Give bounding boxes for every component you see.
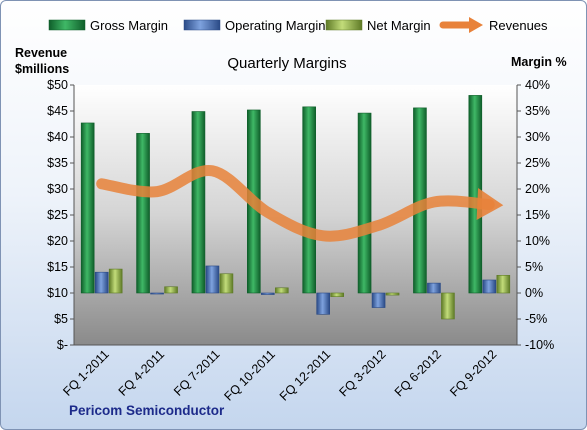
right-tick-label: 20%: [525, 182, 550, 196]
legend-swatch-gross-margin: [48, 19, 86, 31]
left-tick-label: $45: [47, 104, 68, 118]
operating-margin-bar: [482, 279, 497, 294]
legend-arrow-head: [469, 17, 483, 33]
left-tick-label: $20: [47, 234, 68, 248]
net-margin-bar: [385, 292, 400, 296]
x-tick-label: FQ 10-2011: [222, 347, 278, 403]
legend-label-operating-margin: Operating Margin: [225, 18, 325, 33]
right-tick-label: 15%: [525, 208, 550, 222]
net-margin-bar: [219, 273, 234, 294]
operating-margin-bar: [427, 282, 441, 294]
right-tick-label: 0%: [525, 286, 543, 300]
net-margin-bar: [330, 292, 344, 297]
net-margin-bar: [441, 292, 455, 320]
company-name: Pericom Semiconductor: [69, 403, 225, 418]
left-tick-label: $40: [47, 130, 68, 144]
x-tick-label: FQ 1-2011: [60, 347, 112, 399]
operating-margin-bar: [205, 265, 220, 294]
net-margin-bar: [164, 286, 178, 294]
gross-margin-bar: [136, 133, 150, 294]
x-tick-label: FQ 3-2012: [337, 347, 389, 399]
legend-swatch-net-margin: [325, 19, 363, 31]
operating-margin-bar: [316, 292, 330, 315]
left-tick-label: $-: [57, 338, 68, 352]
revenues-line: [96, 165, 495, 242]
bar-series: [80, 95, 511, 320]
left-tick-label: $15: [47, 260, 68, 274]
right-tick-label: 35%: [525, 104, 550, 118]
right-tick-label: 25%: [525, 156, 550, 170]
gross-margin-bar: [302, 106, 316, 294]
left-tick-label: $5: [54, 312, 68, 326]
operating-margin-bar: [94, 271, 109, 294]
left-tick-label: $35: [47, 156, 68, 170]
operating-margin-bar: [150, 292, 164, 295]
legend-label-revenues: Revenues: [489, 18, 548, 33]
right-tick-label: 40%: [525, 78, 550, 92]
x-tick-label: FQ 12-2011: [277, 347, 333, 403]
left-axis-ticks: $- $5 $10 $15 $20 $25 $30 $35 $40 $45 $50: [47, 78, 74, 352]
right-tick-label: 5%: [525, 260, 543, 274]
x-tick-label: FQ 4-2011: [116, 347, 168, 399]
x-tick-label: FQ 7-2011: [171, 347, 223, 399]
legend: Gross Margin Operating Margin Net Margin…: [48, 17, 548, 33]
chart-title: Quarterly Margins: [227, 55, 346, 72]
legend-label-net-margin: Net Margin: [367, 18, 431, 33]
net-margin-bar: [275, 287, 289, 294]
net-margin-bar: [108, 268, 123, 294]
gross-margin-bar: [357, 112, 372, 294]
left-tick-label: $10: [47, 286, 68, 300]
gross-margin-bar: [80, 122, 95, 294]
right-axis-ticks: -10% -5% 0% 5% 10% 15% 20% 25% 30% 35% 40%: [517, 78, 554, 352]
left-tick-label: $50: [47, 78, 68, 92]
x-tick-label: FQ 6-2012: [392, 347, 444, 399]
right-axis-title: Margin %: [511, 55, 567, 69]
right-tick-label: 10%: [525, 234, 550, 248]
operating-margin-bar: [261, 292, 275, 295]
x-tick-label: FQ 9-2012: [447, 347, 499, 399]
right-tick-label: -10%: [525, 338, 554, 352]
left-axis-title-line1: Revenue: [15, 46, 67, 60]
right-tick-label: -5%: [525, 312, 547, 326]
operating-margin-bar: [371, 292, 386, 308]
legend-swatch-operating-margin: [183, 19, 221, 31]
left-axis-title-line2: $millions: [15, 62, 69, 76]
left-tick-label: $25: [47, 208, 68, 222]
legend-label-gross-margin: Gross Margin: [90, 18, 168, 33]
revenues-arrow-head: [476, 188, 504, 221]
right-tick-label: 30%: [525, 130, 550, 144]
net-margin-bar: [496, 275, 511, 294]
left-tick-label: $30: [47, 182, 68, 196]
revenues-line-series: [96, 165, 504, 242]
gross-margin-bar: [191, 111, 206, 294]
